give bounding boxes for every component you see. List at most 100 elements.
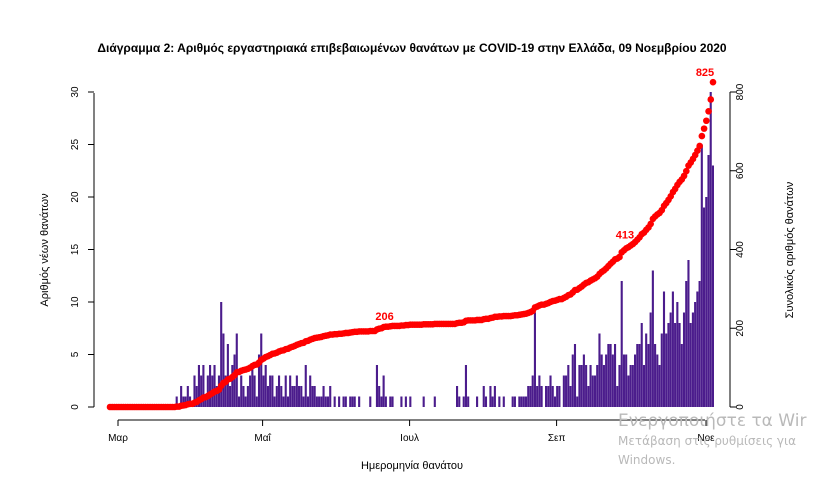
bar (602, 365, 605, 407)
bar (391, 396, 394, 407)
bar (202, 365, 205, 407)
bar (589, 365, 592, 407)
bar (349, 396, 352, 407)
bar (320, 396, 323, 407)
bar (533, 312, 536, 407)
bar (536, 386, 539, 407)
bar (458, 396, 461, 407)
bar (565, 375, 568, 407)
bar (529, 386, 532, 407)
x-tick-label: Νοε (697, 433, 715, 444)
bar (462, 396, 465, 407)
cumulative-point (700, 125, 708, 132)
bar (691, 312, 694, 407)
bar (547, 386, 550, 407)
bar (200, 375, 203, 407)
bar (260, 333, 263, 407)
bar (266, 386, 269, 407)
bar (282, 396, 285, 407)
x-tick-label: Ιουλ (400, 433, 419, 444)
bar (206, 375, 209, 407)
bar (476, 396, 479, 407)
bar (197, 365, 200, 407)
bar (607, 344, 610, 407)
bar (409, 396, 412, 407)
bar (344, 396, 347, 407)
bar (669, 312, 672, 407)
bar (567, 365, 570, 407)
bar (251, 365, 254, 407)
cumulative-series (106, 78, 717, 411)
bar (656, 354, 659, 407)
bar (569, 386, 572, 407)
bar (375, 365, 379, 407)
bar (531, 375, 534, 407)
bar (556, 386, 559, 407)
cumulative-point (707, 96, 715, 103)
bar (645, 333, 648, 407)
bar (222, 333, 225, 407)
bar (678, 323, 681, 407)
bar (226, 344, 229, 407)
bar (549, 375, 552, 407)
bar (640, 323, 643, 407)
x-axis-ticks: Μαρ Μαΐ Ιουλ Σεπ Νοε (108, 420, 715, 444)
bar (511, 396, 514, 407)
bar (625, 354, 628, 407)
bar (467, 396, 470, 407)
bar (709, 92, 712, 407)
x-tick-label: Μαΐ (254, 432, 271, 444)
bar (578, 365, 581, 407)
bar (502, 396, 505, 407)
x-tick-label: Σεπ (548, 433, 566, 444)
bar (482, 386, 485, 407)
bar (277, 375, 281, 407)
cumulative-point (683, 167, 690, 175)
bar (304, 365, 307, 407)
y-tick-label: 25 (70, 139, 81, 151)
bar (213, 365, 216, 407)
cumulative-point (705, 107, 712, 115)
bar (384, 396, 387, 407)
bar (551, 386, 554, 407)
bar (353, 396, 356, 407)
cumulative-point (703, 117, 710, 125)
y-axis-ticks: 0 5 10 15 20 25 30 (70, 86, 94, 410)
bar (249, 375, 252, 407)
bar (333, 396, 336, 407)
bar (491, 396, 494, 407)
bar (338, 396, 341, 407)
cumulative-point (696, 142, 703, 150)
cumulative-point (698, 132, 706, 140)
bar (271, 375, 274, 407)
bar (627, 375, 630, 407)
bar (618, 365, 621, 407)
chart-title: Διάγραμμα 2: Αριθμός εργαστηριακά επιβεβ… (97, 41, 727, 55)
bar (682, 312, 686, 407)
bar (631, 365, 634, 407)
bar (636, 344, 639, 407)
bar (318, 396, 321, 407)
bar (291, 386, 294, 407)
y2-tick-label: 600 (735, 162, 746, 179)
bar (600, 354, 603, 407)
bar (175, 396, 178, 407)
bar (456, 386, 459, 407)
bar (326, 396, 330, 407)
annotations: 206 413 825 (375, 67, 714, 323)
x-axis-label: Ημερομηνία θανάτου (361, 460, 463, 472)
bar (634, 354, 637, 407)
bar (273, 396, 276, 407)
y2-axis-ticks: 0 200 400 600 800 (730, 83, 746, 410)
bar (237, 396, 241, 407)
bar (596, 365, 599, 407)
bar (605, 354, 608, 407)
bar (484, 396, 488, 407)
annotation-label: 825 (696, 67, 714, 79)
bar (527, 386, 530, 407)
bar (702, 207, 706, 407)
bar (280, 386, 283, 407)
bar (685, 281, 688, 407)
bar (324, 396, 327, 407)
bar (231, 365, 234, 407)
